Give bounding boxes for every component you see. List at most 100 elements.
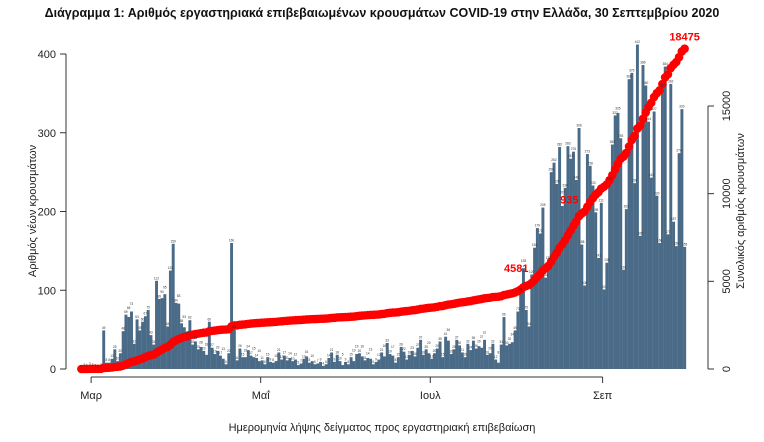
bar-value-label: 15 bbox=[463, 353, 467, 357]
bar-value-label: 53 bbox=[182, 315, 186, 319]
bar bbox=[469, 350, 473, 369]
bar-value-label: 20 bbox=[358, 349, 362, 353]
x-axis-label: Ημερομηνία λήψης δείγματος προς εργαστηρ… bbox=[229, 422, 536, 434]
bar-value-label: 15 bbox=[241, 353, 245, 357]
bar bbox=[647, 121, 651, 369]
bar-value-label: 160 bbox=[229, 239, 235, 243]
bar-value-label: 17 bbox=[391, 345, 395, 349]
bar-value-label: 322 bbox=[612, 111, 618, 115]
bar bbox=[666, 234, 670, 369]
bar-value-label: 19 bbox=[388, 350, 392, 354]
bar bbox=[288, 357, 292, 369]
bar-value-label: 18 bbox=[408, 350, 412, 354]
bar bbox=[374, 361, 378, 369]
bar bbox=[388, 354, 392, 369]
cumulative-point bbox=[658, 79, 667, 89]
bar-value-label: 69 bbox=[124, 310, 128, 314]
bar bbox=[446, 340, 450, 369]
bar-value-label: 9 bbox=[333, 357, 335, 361]
bar-value-label: 155 bbox=[682, 242, 688, 246]
bar-value-label: 203 bbox=[624, 205, 630, 209]
bar bbox=[519, 291, 523, 369]
bar-value-label: 14 bbox=[255, 353, 259, 357]
bar-value-label: 32 bbox=[491, 339, 495, 343]
bar-value-label: 138 bbox=[546, 256, 552, 260]
bar-value-label: 23 bbox=[202, 346, 206, 350]
bar bbox=[341, 365, 345, 369]
bar-value-label: 368 bbox=[626, 75, 632, 79]
cumulative-annotation: 18475 bbox=[669, 32, 700, 44]
bar bbox=[221, 358, 225, 369]
bar-value-label: 90 bbox=[160, 290, 164, 294]
bar bbox=[205, 354, 209, 369]
bar-value-label: 20 bbox=[433, 349, 437, 353]
bar bbox=[652, 111, 656, 370]
bar bbox=[366, 357, 370, 369]
bar-value-label: 16 bbox=[413, 352, 417, 356]
bar bbox=[363, 360, 367, 369]
bar-value-label: 60 bbox=[141, 317, 145, 321]
bar bbox=[160, 298, 164, 369]
bar-value-label: 37 bbox=[455, 335, 459, 339]
x-axis-tick-label: Μαΐ bbox=[252, 390, 271, 402]
bar bbox=[419, 339, 423, 369]
bar-value-label: 327 bbox=[651, 107, 657, 111]
bar-value-label: 267 bbox=[568, 154, 574, 158]
bar-value-label: 10 bbox=[310, 354, 314, 358]
bar bbox=[180, 323, 184, 369]
bar-value-label: 199 bbox=[593, 208, 599, 212]
bar-value-label: 15 bbox=[244, 349, 248, 353]
bar bbox=[616, 113, 620, 369]
bar-value-label: 10 bbox=[274, 354, 278, 358]
bar bbox=[113, 349, 117, 369]
bar-value-label: 17 bbox=[283, 351, 287, 355]
bar-value-label: 207 bbox=[560, 190, 566, 194]
bar-value-label: 205 bbox=[540, 203, 546, 207]
bar bbox=[344, 361, 348, 369]
bar-value-label: 126 bbox=[621, 265, 627, 269]
bar bbox=[171, 243, 175, 369]
bar-value-label: 21 bbox=[330, 348, 334, 352]
cumulative-point bbox=[635, 121, 645, 130]
bar-value-label: 48 bbox=[121, 327, 125, 331]
bar-value-label: 6 bbox=[347, 360, 349, 364]
bar bbox=[296, 365, 300, 369]
bar bbox=[474, 348, 478, 369]
bar-value-label: 19 bbox=[449, 350, 453, 354]
bar-value-label: 112 bbox=[154, 276, 159, 280]
bar-value-label: 13 bbox=[430, 354, 434, 358]
bar bbox=[527, 326, 531, 369]
bar-value-label: 15 bbox=[266, 353, 270, 357]
bar-value-label: 17 bbox=[219, 351, 223, 355]
bar bbox=[558, 146, 562, 369]
bar-value-label: 24 bbox=[469, 346, 473, 350]
y-axis-left-tick-label: 0 bbox=[50, 364, 56, 376]
bar-value-label: 66 bbox=[502, 313, 506, 317]
cumulative-point bbox=[630, 131, 639, 141]
bar-value-label: 18 bbox=[422, 350, 426, 354]
cumulative-annotation: 935 bbox=[560, 195, 578, 207]
bar-value-label: 98 bbox=[519, 287, 523, 291]
bar-value-label: 19 bbox=[213, 350, 217, 354]
bar bbox=[516, 311, 520, 369]
bar-value-label: 6 bbox=[225, 360, 227, 364]
bar bbox=[655, 195, 659, 369]
bar bbox=[246, 350, 250, 369]
bar-value-label: 250 bbox=[549, 168, 555, 172]
bar bbox=[427, 353, 431, 369]
bar bbox=[360, 356, 364, 369]
bar-value-label: 73 bbox=[516, 307, 520, 311]
bar bbox=[552, 162, 556, 369]
bar-value-label: 8 bbox=[106, 358, 108, 362]
bar bbox=[566, 146, 570, 369]
bar bbox=[235, 360, 239, 369]
bar-value-label: 25 bbox=[452, 345, 456, 349]
bar bbox=[541, 207, 545, 369]
bar-value-label: 306 bbox=[576, 124, 582, 128]
cumulative-point bbox=[680, 44, 689, 54]
bar bbox=[416, 347, 420, 369]
bar-value-label: 25 bbox=[424, 345, 428, 349]
bar bbox=[627, 79, 631, 369]
bar bbox=[547, 260, 550, 369]
bar bbox=[155, 280, 158, 369]
